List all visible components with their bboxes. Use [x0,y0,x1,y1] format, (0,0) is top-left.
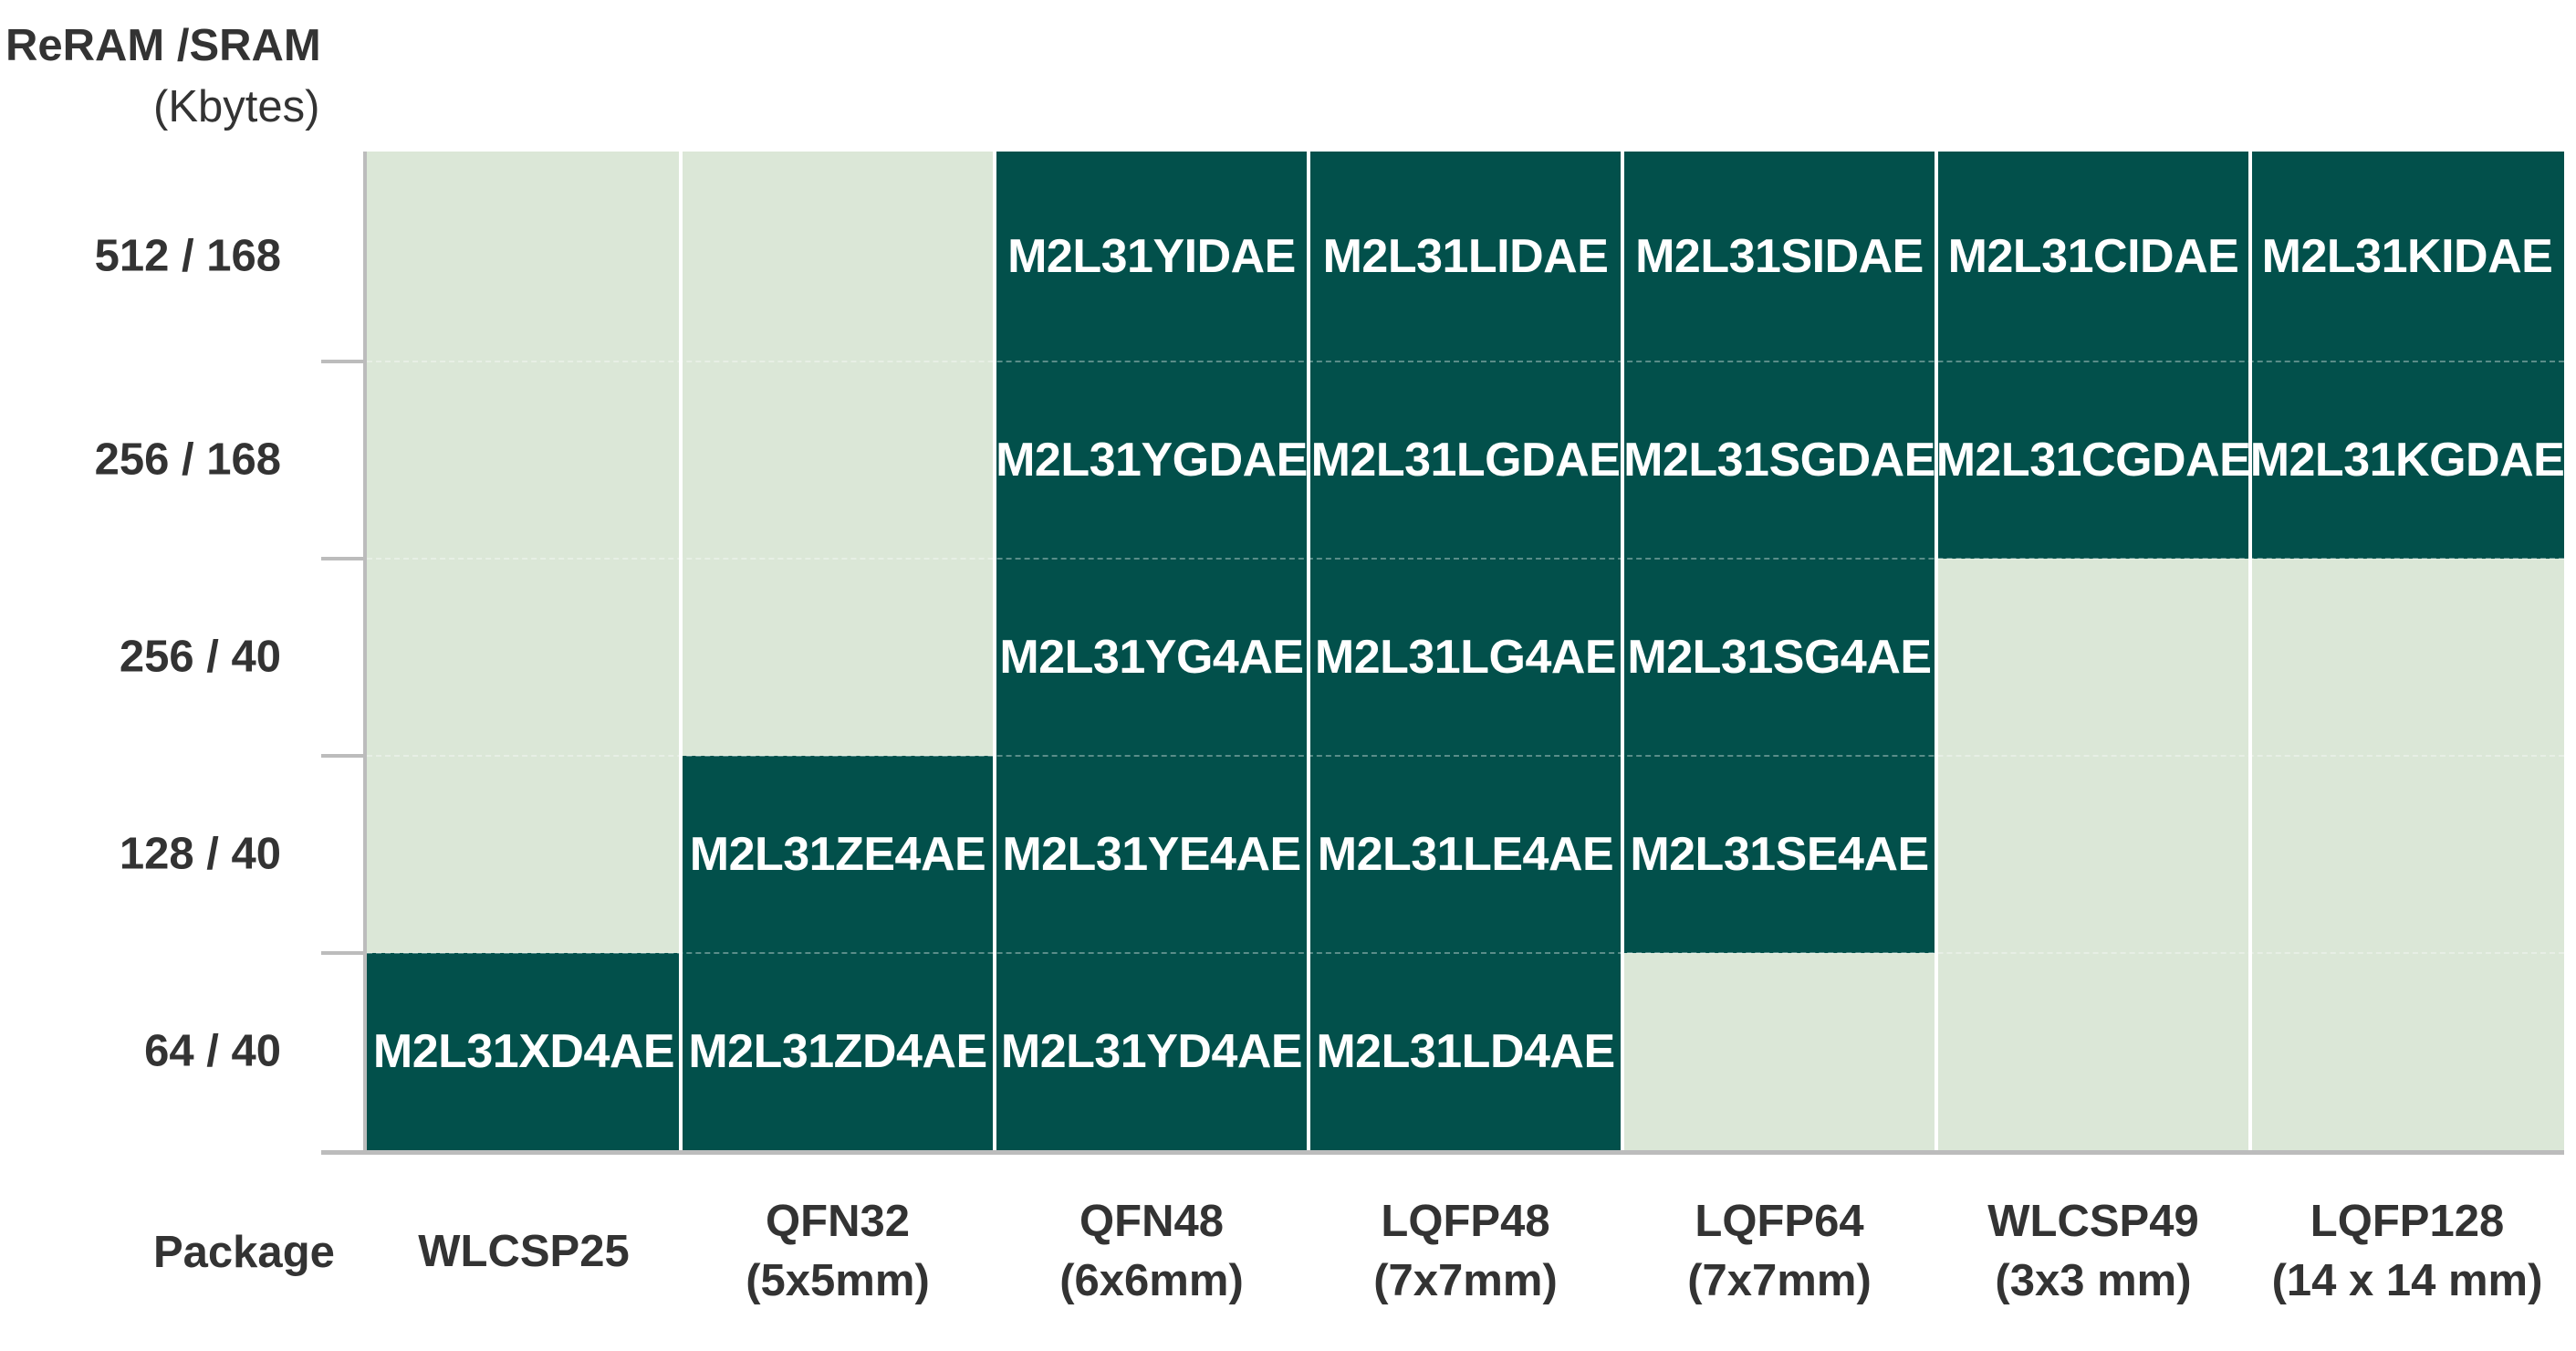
part-number-cell: M2L31LIDAE [1309,152,1622,361]
part-number-cell: M2L31XD4AE [367,953,681,1150]
row-divider [367,361,2564,362]
part-number-cell: M2L31KIDAE [2250,152,2564,361]
row-divider [367,558,2564,560]
unavailable-cell [367,361,681,559]
unavailable-cell [2250,559,2564,756]
part-number-cell: M2L31SE4AE [1622,756,1936,953]
x-axis-column-label: QFN32 (5x5mm) [681,1192,995,1311]
part-number-cell: M2L31LD4AE [1309,953,1622,1150]
row-divider [367,755,2564,757]
x-axis-column-label: LQFP48 (7x7mm) [1309,1192,1622,1311]
part-number-cell: M2L31ZD4AE [681,953,995,1150]
part-number-cell: M2L31YIDAE [995,152,1309,361]
part-number-cell: M2L31LGDAE [1309,361,1622,559]
y-axis-tick [321,951,367,955]
part-number-cell: M2L31ZE4AE [681,756,995,953]
part-number-cell: M2L31YGDAE [995,361,1309,559]
unavailable-cell [367,756,681,953]
part-number-cell: M2L31KGDAE [2250,361,2564,559]
unavailable-cell [367,152,681,361]
part-number-cell: M2L31SIDAE [1622,152,1936,361]
unavailable-cell [1936,953,2250,1150]
package-name: LQFP64 [1695,1197,1864,1246]
y-axis-row-label: 512 / 168 [94,231,281,281]
package-size: (14 x 14 mm) [2271,1256,2543,1305]
unavailable-cell [367,559,681,756]
part-number-cell: M2L31CIDAE [1936,152,2250,361]
unavailable-cell [1936,559,2250,756]
unavailable-cell [681,361,995,559]
unavailable-cell [1622,953,1936,1150]
row-divider [367,952,2564,954]
column-divider [679,152,683,1150]
unavailable-cell [2250,953,2564,1150]
y-axis-row-label: 256 / 40 [119,632,281,682]
y-axis-row-label: 64 / 40 [144,1026,281,1076]
part-number-cell: M2L31LG4AE [1309,559,1622,756]
column-divider [2248,152,2252,1150]
x-axis-column-label: QFN48 (6x6mm) [995,1192,1309,1311]
package-name: WLCSP25 [418,1227,630,1276]
unavailable-cell [2250,756,2564,953]
package-size: (7x7mm) [1373,1256,1558,1305]
x-axis-column-label: LQFP64 (7x7mm) [1622,1192,1936,1311]
package-name: LQFP48 [1381,1197,1550,1246]
x-axis-column-label: WLCSP25 [367,1222,681,1282]
package-size: (5x5mm) [746,1256,930,1305]
column-divider [1621,152,1624,1150]
y-axis-row-label: 128 / 40 [119,829,281,879]
unavailable-cell [681,152,995,361]
part-number-cell: M2L31YG4AE [995,559,1309,756]
x-axis-column-label: WLCSP49 (3x3 mm) [1936,1192,2250,1311]
package-name: QFN48 [1079,1197,1224,1246]
part-number-cell: M2L31SG4AE [1622,559,1936,756]
y-axis-tick [321,557,367,560]
package-name: LQFP128 [2310,1197,2505,1246]
y-axis-tick [321,754,367,758]
x-axis-column-label: LQFP128 (14 x 14 mm) [2250,1192,2564,1311]
column-divider [1935,152,1938,1150]
part-number-cell: M2L31CGDAE [1936,361,2250,559]
package-size: (3x3 mm) [1995,1256,2192,1305]
package-name: QFN32 [766,1197,910,1246]
column-divider [1307,152,1310,1150]
column-divider [993,152,996,1150]
unavailable-cell [681,559,995,756]
package-size: (6x6mm) [1059,1256,1244,1305]
y-axis-unit: (Kbytes) [153,82,320,131]
y-axis-row-label: 256 / 168 [94,435,281,485]
part-number-cell: M2L31YD4AE [995,953,1309,1150]
x-axis-title: Package [153,1228,335,1277]
y-axis-title: ReRAM /SRAM [5,21,321,70]
package-size: (7x7mm) [1687,1256,1872,1305]
unavailable-cell [1936,756,2250,953]
package-name: WLCSP49 [1987,1197,2199,1246]
y-axis-line [363,152,367,1154]
y-axis-tick [321,360,367,363]
part-number-cell: M2L31YE4AE [995,756,1309,953]
part-number-cell: M2L31LE4AE [1309,756,1622,953]
part-number-cell: M2L31SGDAE [1622,361,1936,559]
x-axis-line [321,1150,2564,1155]
